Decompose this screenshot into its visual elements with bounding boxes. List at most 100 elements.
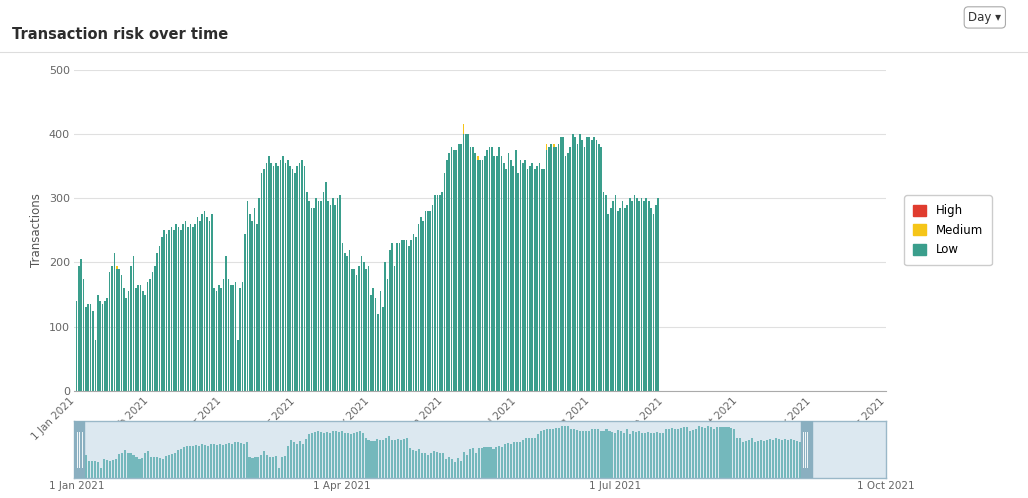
- Bar: [796, 441, 798, 478]
- Bar: [617, 211, 619, 391]
- Bar: [237, 340, 238, 391]
- Bar: [646, 198, 648, 391]
- Bar: [618, 430, 620, 478]
- Bar: [802, 421, 812, 478]
- Bar: [410, 240, 412, 391]
- Bar: [555, 428, 557, 478]
- Bar: [156, 457, 158, 478]
- Bar: [472, 147, 474, 391]
- Bar: [112, 460, 114, 478]
- Bar: [174, 453, 176, 478]
- Bar: [636, 198, 637, 391]
- Bar: [655, 205, 657, 391]
- Bar: [549, 429, 551, 478]
- Bar: [201, 214, 204, 391]
- Bar: [653, 433, 655, 478]
- Bar: [629, 198, 630, 391]
- Bar: [223, 278, 224, 391]
- Bar: [127, 291, 130, 391]
- Bar: [392, 243, 393, 391]
- Bar: [344, 253, 345, 391]
- Bar: [531, 438, 534, 478]
- Bar: [537, 434, 539, 478]
- Bar: [408, 247, 410, 391]
- Bar: [192, 446, 194, 478]
- Bar: [305, 439, 307, 478]
- Bar: [605, 429, 608, 478]
- Bar: [158, 247, 160, 391]
- Bar: [784, 439, 786, 478]
- Bar: [166, 456, 168, 478]
- Bar: [534, 169, 536, 391]
- Bar: [647, 432, 650, 478]
- Bar: [245, 234, 246, 391]
- Bar: [109, 272, 110, 391]
- Bar: [703, 428, 705, 478]
- Bar: [781, 440, 783, 478]
- Bar: [763, 441, 765, 478]
- Bar: [194, 224, 196, 391]
- Bar: [698, 426, 700, 478]
- Bar: [488, 147, 490, 391]
- Bar: [154, 265, 155, 391]
- Bar: [343, 433, 345, 478]
- Bar: [510, 444, 512, 478]
- Bar: [257, 457, 259, 478]
- Bar: [546, 143, 547, 150]
- Bar: [379, 291, 381, 391]
- Bar: [644, 201, 645, 391]
- Bar: [502, 447, 504, 478]
- Bar: [326, 432, 328, 478]
- Bar: [775, 438, 777, 478]
- Bar: [573, 429, 575, 478]
- Bar: [280, 160, 282, 391]
- Bar: [320, 432, 322, 478]
- Bar: [546, 429, 548, 478]
- Bar: [106, 460, 108, 478]
- Bar: [629, 434, 631, 478]
- Bar: [695, 429, 697, 478]
- Bar: [427, 455, 429, 478]
- Bar: [513, 166, 514, 391]
- Bar: [387, 278, 389, 391]
- Bar: [113, 253, 115, 391]
- Bar: [499, 446, 501, 478]
- Bar: [176, 224, 177, 391]
- Bar: [368, 265, 369, 391]
- Bar: [282, 156, 284, 391]
- Bar: [631, 201, 633, 391]
- Bar: [285, 163, 286, 391]
- Bar: [386, 438, 388, 478]
- Bar: [442, 453, 444, 478]
- Bar: [478, 448, 480, 478]
- Bar: [198, 446, 200, 478]
- Bar: [95, 340, 97, 391]
- Bar: [446, 160, 447, 391]
- Bar: [356, 432, 358, 478]
- Bar: [353, 433, 355, 478]
- Bar: [593, 429, 595, 478]
- Bar: [130, 453, 132, 478]
- Bar: [178, 227, 179, 391]
- Bar: [220, 288, 222, 391]
- Bar: [728, 427, 730, 478]
- Bar: [475, 153, 476, 391]
- Bar: [515, 150, 516, 391]
- Bar: [748, 440, 750, 478]
- Bar: [477, 156, 478, 160]
- Bar: [564, 156, 566, 391]
- Bar: [570, 429, 572, 478]
- Bar: [76, 460, 78, 478]
- Bar: [358, 265, 360, 391]
- Bar: [635, 432, 637, 478]
- Bar: [276, 456, 278, 478]
- Bar: [475, 453, 477, 478]
- Bar: [537, 166, 538, 391]
- Bar: [303, 166, 305, 391]
- Bar: [615, 195, 616, 391]
- Bar: [213, 288, 215, 391]
- Bar: [544, 169, 545, 391]
- Bar: [602, 431, 604, 478]
- Bar: [612, 432, 614, 478]
- Bar: [216, 291, 217, 391]
